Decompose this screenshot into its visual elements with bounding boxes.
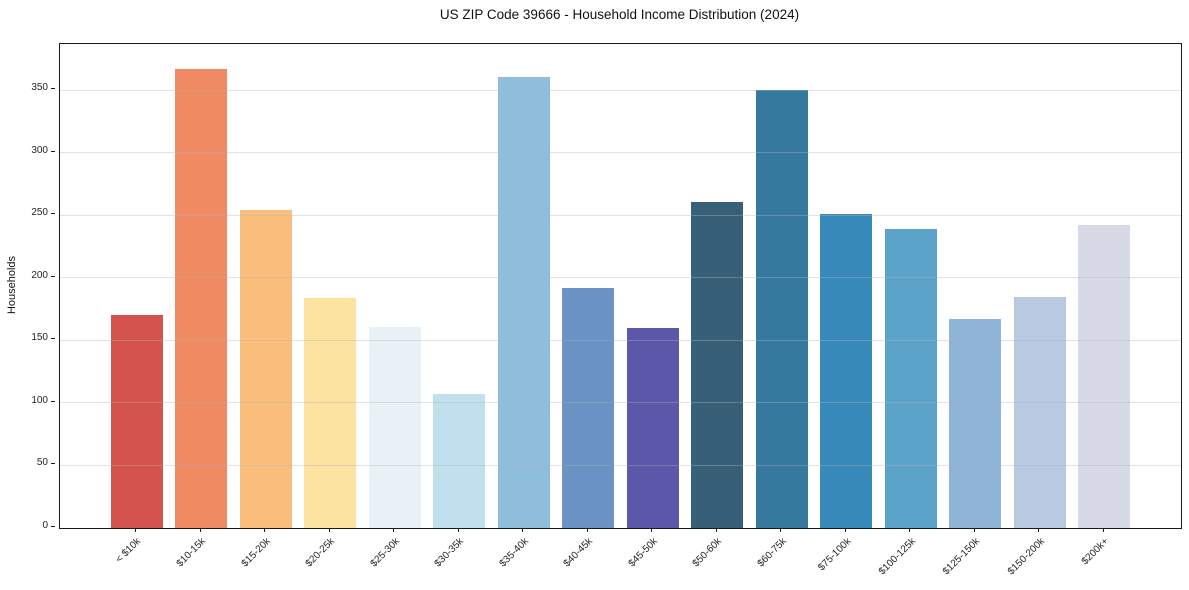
x-axis: < $10k $10-15k $15-20k $20-25k $25-30k $30-35…: [59, 528, 1180, 590]
bar: [949, 319, 1002, 528]
y-tick-label: 100: [31, 394, 48, 406]
bar: [626, 327, 679, 528]
x-tick-mark: [586, 528, 588, 532]
gridline: [60, 214, 1181, 216]
bar: [304, 297, 357, 528]
y-tick-mark: [51, 88, 55, 90]
x-tick-label: $60-75k: [755, 536, 789, 570]
x-tick-label: $40-45k: [561, 536, 596, 570]
x-tick-mark: [457, 528, 459, 532]
gridline: [60, 339, 1181, 341]
x-tick-label: $30-35k: [432, 536, 467, 570]
y-tick-mark: [51, 400, 55, 402]
x-tick-mark: [264, 528, 266, 532]
gridline: [60, 402, 1181, 404]
bar: [562, 287, 615, 528]
bar: [1013, 296, 1066, 528]
bar: [1078, 225, 1131, 528]
y-tick-label: 0: [42, 520, 48, 531]
bar: [110, 315, 163, 528]
y-tick-mark: [51, 463, 55, 465]
x-tick-mark: [780, 528, 782, 532]
y-tick-label: 250: [31, 207, 48, 219]
gridline: [60, 277, 1181, 279]
bar: [884, 229, 937, 528]
x-tick-mark: [199, 528, 201, 532]
x-tick-mark: [973, 528, 975, 532]
x-tick-mark: [1038, 528, 1040, 532]
x-tick-mark: [909, 528, 911, 532]
y-tick-label: 350: [31, 82, 48, 94]
y-tick-label: 300: [31, 144, 48, 156]
x-tick-label: $100-125k: [876, 536, 918, 578]
x-tick-label: $20-25k: [303, 536, 338, 570]
bar: [175, 69, 228, 528]
gridline: [60, 464, 1181, 466]
bar: [239, 210, 292, 528]
x-tick-label: $75-100k: [815, 536, 854, 574]
y-tick-label: 50: [36, 457, 48, 469]
bar: [497, 76, 550, 528]
bar: [820, 214, 873, 528]
y-tick-mark: [51, 338, 55, 340]
bar: [691, 201, 744, 528]
bar: [755, 90, 808, 528]
x-tick-label: < $10k: [114, 536, 144, 566]
y-tick-mark: [51, 150, 55, 152]
x-tick-mark: [844, 528, 846, 532]
x-tick-label: $125-150k: [940, 536, 983, 578]
y-tick-label: 150: [31, 332, 48, 344]
x-tick-label: $45-50k: [626, 536, 660, 570]
bar: [433, 394, 486, 528]
y-tick-label: 200: [31, 269, 48, 281]
x-tick-mark: [135, 528, 137, 532]
x-tick-mark: [393, 528, 395, 532]
gridline: [60, 152, 1181, 154]
x-tick-label: $35-40k: [497, 536, 531, 570]
x-tick-label: $200k+: [1079, 536, 1112, 568]
chart-title: US ZIP Code 39666 - Household Income Dis…: [439, 7, 800, 22]
x-tick-mark: [522, 528, 524, 532]
x-tick-mark: [328, 528, 330, 532]
x-tick-label: $10-15k: [174, 536, 209, 570]
x-tick-mark: [1102, 528, 1104, 532]
gridline: [60, 89, 1181, 91]
x-tick-label: $150-200k: [1005, 536, 1047, 578]
bar: [368, 326, 421, 528]
x-tick-mark: [715, 528, 717, 532]
x-tick-label: $50-60k: [690, 536, 725, 570]
y-axis: 0 50 100 150 200 250 300 350: [0, 43, 55, 531]
y-tick-mark: [51, 275, 55, 277]
x-tick-label: $25-30k: [368, 536, 402, 570]
y-tick-mark: [51, 213, 55, 215]
y-tick-mark: [51, 526, 55, 527]
plot-area: [59, 43, 1182, 529]
x-tick-label: $15-20k: [239, 536, 273, 570]
x-tick-mark: [651, 528, 653, 532]
